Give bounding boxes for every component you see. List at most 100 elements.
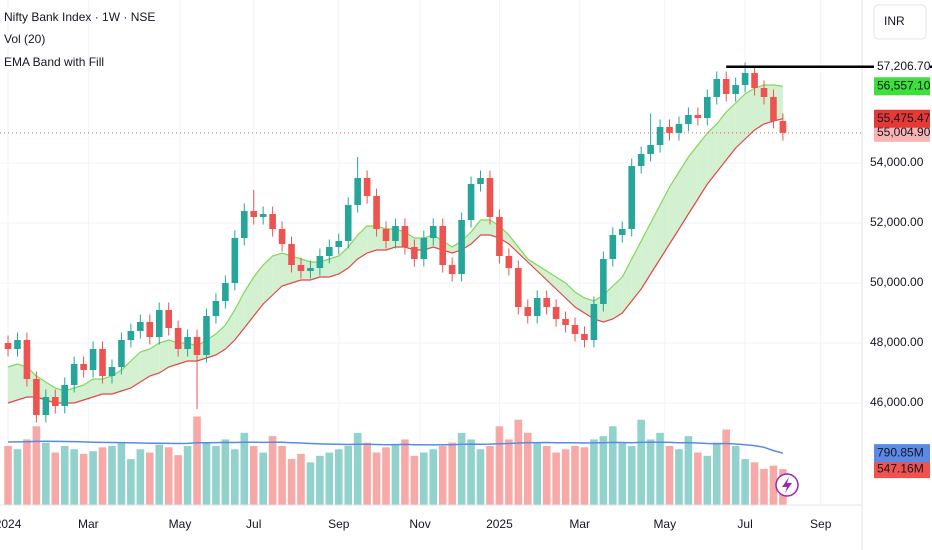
- band-fill: [745, 87, 755, 139]
- x-tick-label: Sep: [328, 517, 350, 531]
- volume-ma-line: [7, 440, 784, 454]
- ema-fast-label: 56,557.10: [877, 78, 931, 92]
- candle-body: [344, 204, 352, 241]
- volume-bar: [70, 449, 78, 505]
- band-fill: [707, 123, 717, 184]
- band-fill: [612, 276, 623, 319]
- candle-body: [250, 210, 258, 217]
- candle-body: [411, 246, 418, 259]
- volume-bar: [590, 439, 598, 505]
- volume-bar: [108, 445, 116, 505]
- candle-body: [335, 240, 343, 247]
- volume-bar: [334, 449, 343, 505]
- candle-body: [222, 282, 229, 301]
- volume-bar: [646, 439, 655, 505]
- volume-bar: [363, 442, 371, 505]
- band-fill: [225, 309, 235, 349]
- y-tick-label: 50,000.00: [870, 275, 924, 289]
- band-fill: [688, 144, 698, 214]
- band-fill: [329, 255, 339, 277]
- candle-body: [770, 96, 777, 121]
- volume-bar: [117, 442, 126, 505]
- candle-body: [14, 339, 21, 349]
- candle-body: [118, 339, 125, 367]
- candle-body: [704, 96, 711, 118]
- volume-bar: [486, 445, 494, 505]
- volume-bar: [760, 468, 768, 505]
- candle-body: [363, 177, 371, 196]
- volume-bar: [60, 445, 69, 505]
- band-fill: [697, 132, 708, 199]
- candle-body: [354, 177, 361, 205]
- volume-bar: [542, 445, 551, 505]
- band-fill: [357, 225, 368, 259]
- candle-body: [562, 318, 569, 325]
- volume-bar: [741, 459, 749, 505]
- candle-body: [146, 321, 154, 337]
- candle-body: [392, 225, 399, 241]
- volume-bar: [627, 445, 636, 505]
- band-fill: [272, 252, 283, 295]
- candle-body: [127, 330, 135, 340]
- volume-bar: [382, 447, 390, 505]
- candle-body: [61, 384, 69, 406]
- lightning-icon[interactable]: [775, 473, 799, 497]
- y-tick-label: 52,000.00: [870, 215, 924, 229]
- volume-bar: [712, 442, 721, 505]
- ema-fast-label-bg: [874, 77, 930, 96]
- volume-bar: [287, 459, 296, 505]
- band-fill: [660, 186, 670, 259]
- candle-body: [590, 303, 598, 340]
- volume-label: 547.16M: [877, 461, 924, 475]
- band-fill: [641, 222, 651, 289]
- currency-box[interactable]: [873, 4, 927, 40]
- volume-bar: [155, 444, 164, 505]
- candle-body: [515, 267, 522, 307]
- x-tick-label: 2024: [0, 517, 22, 531]
- volume-bar: [514, 419, 523, 505]
- band-fill: [480, 219, 490, 235]
- x-tick-label: May: [169, 517, 192, 531]
- chart-title: Nifty Bank Index · 1W · NSE: [4, 10, 155, 24]
- ema-slow-label: 55,475.47: [877, 111, 931, 125]
- candle-body: [288, 243, 295, 265]
- close-label: 55,004.90: [877, 125, 931, 139]
- band-fill: [140, 348, 150, 382]
- volume-bar: [505, 439, 513, 505]
- x-tick-label: Mar: [569, 517, 590, 531]
- candle-body: [326, 246, 333, 256]
- candle-body: [240, 210, 248, 238]
- volume-bar: [316, 455, 324, 505]
- x-tick-label: Mar: [78, 517, 99, 531]
- volume-ma-label-bg: [874, 444, 930, 463]
- candle-body: [656, 126, 664, 145]
- volume-bar: [306, 462, 315, 505]
- band-fill: [300, 258, 311, 280]
- candle-body: [609, 234, 617, 259]
- candle-body: [600, 258, 607, 304]
- candle-body: [524, 306, 532, 316]
- band-fill: [537, 264, 547, 280]
- candle-body: [760, 87, 768, 97]
- candle-body: [99, 348, 106, 376]
- volume-bar: [136, 449, 145, 505]
- candle-body: [448, 264, 456, 274]
- candle-body: [51, 396, 59, 406]
- band-fill: [471, 219, 481, 244]
- candle-body: [193, 336, 201, 355]
- candle-body: [543, 297, 550, 307]
- ema-slow-label-bg: [874, 109, 930, 128]
- band-fill: [102, 375, 112, 394]
- candle-body: [278, 228, 286, 244]
- candle-body: [401, 225, 409, 247]
- x-tick-label: Jul: [737, 517, 752, 531]
- volume-bar: [174, 455, 182, 505]
- candle-body: [637, 153, 645, 166]
- candle-body: [685, 114, 692, 124]
- candle-body: [505, 255, 513, 268]
- icon-bolt[interactable]: [782, 477, 792, 493]
- candle-body: [581, 333, 588, 340]
- currency[interactable]: INR: [884, 14, 905, 28]
- candle-body: [155, 309, 163, 337]
